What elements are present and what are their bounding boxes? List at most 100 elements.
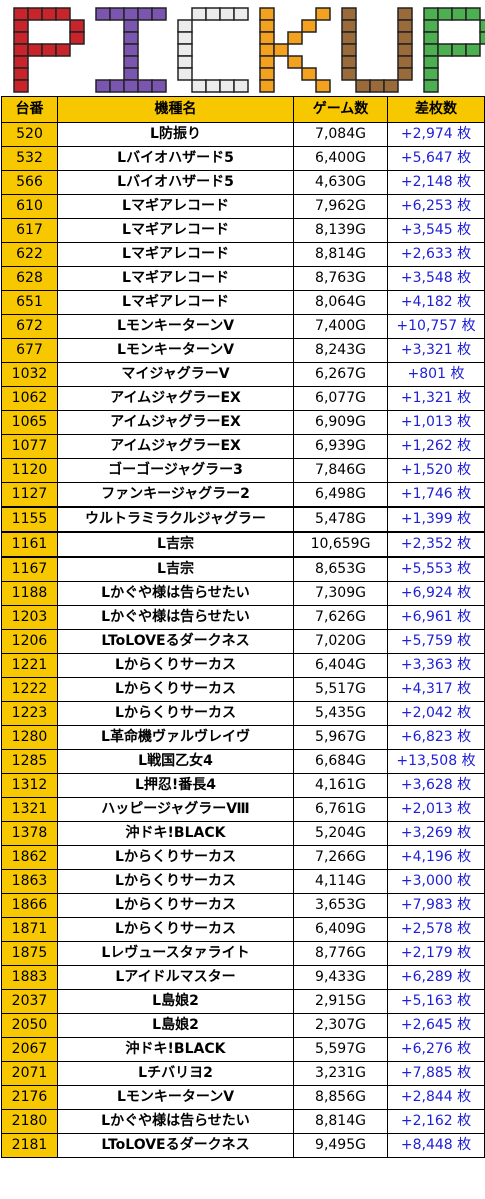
- machine-number-cell: 1280: [1, 725, 58, 750]
- coin-difference-cell: +8,448 枚: [387, 1133, 485, 1158]
- machine-name-cell: アイムジャグラーEX: [57, 410, 294, 435]
- banner-pixel: [177, 67, 193, 81]
- game-count-cell: 9,495G: [293, 1133, 388, 1158]
- game-count-cell: 6,400G: [293, 146, 388, 171]
- machine-number-cell: 1378: [1, 821, 58, 846]
- banner-pixel: [177, 31, 193, 45]
- game-count-cell: 5,478G: [293, 506, 388, 533]
- machine-number-cell: 651: [1, 290, 58, 315]
- game-count-cell: 7,400G: [293, 314, 388, 339]
- coin-difference-cell: +5,647 枚: [387, 146, 485, 171]
- banner-pixel: [301, 19, 317, 33]
- machine-name-cell: アイムジャグラーEX: [57, 434, 294, 459]
- banner-pixel: [397, 19, 413, 33]
- banner-pixel: [437, 43, 453, 57]
- banner-pixel: [219, 7, 235, 21]
- machine-number-cell: 1221: [1, 653, 58, 678]
- coin-difference-cell: +4,196 枚: [387, 845, 485, 870]
- banner-pixel: [69, 31, 85, 45]
- banner-pixel: [259, 19, 275, 33]
- table-row: 1378 沖ドキ!BLACK 5,204G +3,269 枚: [1, 821, 485, 846]
- game-count-cell: 6,909G: [293, 410, 388, 435]
- table-row: 1161 L吉宗 10,659G +2,352 枚: [1, 531, 485, 558]
- machine-number-cell: 566: [1, 170, 58, 195]
- machine-number-cell: 1285: [1, 749, 58, 774]
- coin-difference-cell: +3,269 枚: [387, 821, 485, 846]
- banner-pixel: [451, 43, 467, 57]
- game-count-cell: 7,084G: [293, 122, 388, 147]
- game-count-cell: 7,962G: [293, 194, 388, 219]
- game-count-cell: 8,064G: [293, 290, 388, 315]
- banner-pixel: [341, 67, 357, 81]
- machine-number-cell: 1188: [1, 581, 58, 606]
- coin-difference-cell: +6,253 枚: [387, 194, 485, 219]
- banner-pixel: [437, 7, 453, 21]
- banner-pixel: [177, 43, 193, 57]
- machine-name-cell: L吉宗: [57, 556, 294, 582]
- machine-name-cell: L防振り: [57, 122, 294, 147]
- banner-letter-u: [341, 7, 413, 93]
- banner-letter-p: [13, 7, 85, 93]
- coin-difference-cell: +2,179 枚: [387, 941, 485, 966]
- banner-pixel: [259, 79, 275, 93]
- table-row: 1167 L吉宗 8,653G +5,553 枚: [1, 556, 485, 582]
- header-game-count: ゲーム数: [293, 96, 388, 123]
- coin-difference-cell: +1,262 枚: [387, 434, 485, 459]
- machine-name-cell: L戦国乙女4: [57, 749, 294, 774]
- machine-number-cell: 2181: [1, 1133, 58, 1158]
- banner-pixel: [465, 7, 481, 21]
- machine-number-cell: 2037: [1, 989, 58, 1014]
- banner-pixel: [397, 43, 413, 57]
- table-row: 1032 マイジャグラーV 6,267G +801 枚: [1, 362, 485, 387]
- game-count-cell: 6,267G: [293, 362, 388, 387]
- table-row: 532 Lバイオハザード5 6,400G +5,647 枚: [1, 146, 485, 171]
- banner-letter-i: [95, 7, 167, 93]
- machine-number-cell: 1065: [1, 410, 58, 435]
- table-row: 672 LモンキーターンⅤ 7,400G +10,757 枚: [1, 314, 485, 339]
- coin-difference-cell: +6,924 枚: [387, 581, 485, 606]
- machine-name-cell: 沖ドキ!BLACK: [57, 1037, 294, 1062]
- machine-name-cell: ハッピージャグラーⅧ: [57, 797, 294, 822]
- machine-name-cell: 沖ドキ!BLACK: [57, 821, 294, 846]
- game-count-cell: 10,659G: [293, 531, 388, 558]
- coin-difference-cell: +3,545 枚: [387, 218, 485, 243]
- table-row: 1221 Lからくりサーカス 6,404G +3,363 枚: [1, 653, 485, 678]
- banner-pixel: [123, 55, 139, 69]
- coin-difference-cell: +4,182 枚: [387, 290, 485, 315]
- game-count-cell: 8,856G: [293, 1085, 388, 1110]
- game-count-cell: 7,846G: [293, 458, 388, 483]
- machine-number-cell: 617: [1, 218, 58, 243]
- banner-pixel: [41, 43, 57, 57]
- machine-number-cell: 1223: [1, 701, 58, 726]
- table-row: 610 Lマギアレコード 7,962G +6,253 枚: [1, 194, 485, 219]
- machine-name-cell: Lからくりサーカス: [57, 701, 294, 726]
- game-count-cell: 5,435G: [293, 701, 388, 726]
- machine-name-cell: LToLOVEるダークネス: [57, 1133, 294, 1158]
- coin-difference-cell: +6,961 枚: [387, 605, 485, 630]
- game-count-cell: 6,498G: [293, 482, 388, 508]
- banner-pixel: [219, 79, 235, 93]
- banner-pixel: [369, 79, 385, 93]
- banner-pixel: [109, 7, 125, 21]
- table-header-row: 台番 機種名 ゲーム数 差枚数: [1, 96, 485, 123]
- banner-pixel: [13, 19, 29, 33]
- machine-name-cell: ファンキージャグラー2: [57, 482, 294, 508]
- banner-pixel: [423, 55, 439, 69]
- banner-pixel: [95, 7, 111, 21]
- banner-pixel: [123, 19, 139, 33]
- banner-pixel: [259, 31, 275, 45]
- machine-number-cell: 532: [1, 146, 58, 171]
- machine-name-cell: Lからくりサーカス: [57, 845, 294, 870]
- coin-difference-cell: +6,823 枚: [387, 725, 485, 750]
- banner-pixel: [177, 19, 193, 33]
- machine-name-cell: Lからくりサーカス: [57, 917, 294, 942]
- banner-pixel: [287, 31, 303, 45]
- machine-number-cell: 1883: [1, 965, 58, 990]
- coin-difference-cell: +13,508 枚: [387, 749, 485, 774]
- machine-name-cell: Lかぐや様は告らせたい: [57, 1109, 294, 1134]
- banner-pixel: [191, 7, 207, 21]
- banner-pixel: [13, 67, 29, 81]
- game-count-cell: 8,814G: [293, 242, 388, 267]
- machine-number-cell: 1312: [1, 773, 58, 798]
- pickup-banner: [0, 0, 485, 96]
